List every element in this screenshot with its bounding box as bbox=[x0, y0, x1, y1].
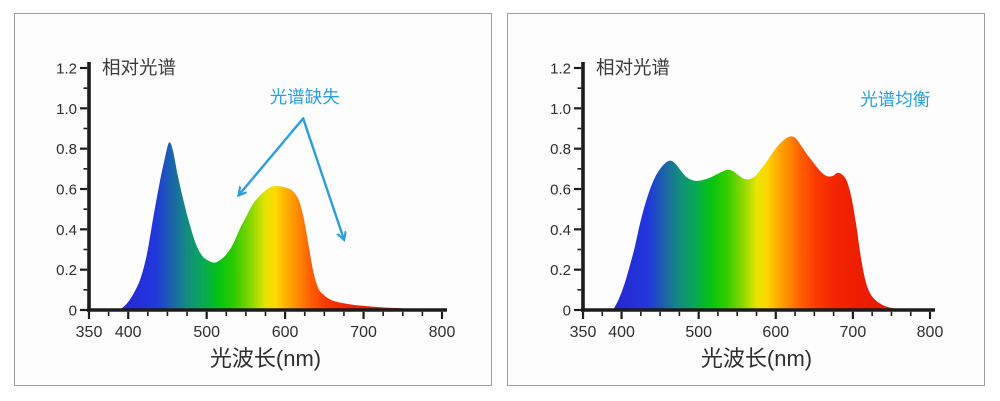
annotation: 光谱缺失 bbox=[239, 87, 344, 239]
annotation-arrow bbox=[239, 117, 305, 195]
annotation-label: 光谱均衡 bbox=[860, 89, 930, 109]
annotation-arrow bbox=[301, 117, 344, 239]
y-tick-label: 0.8 bbox=[550, 141, 571, 158]
x-tick-label: 500 bbox=[685, 324, 712, 341]
axes bbox=[87, 62, 447, 312]
y-tick-label: 0.6 bbox=[56, 182, 77, 199]
x-axis-ticks: 350 400 500 600 700 800 bbox=[570, 311, 944, 341]
x-axis-label: 光波长(nm) bbox=[210, 346, 321, 371]
x-tick-label: 350 bbox=[76, 324, 103, 341]
spectrum-chart-missing: 350 400 500 600 700 800 0 0.2 0.4 0.6 0.8 1.0 1.2 相对光… bbox=[56, 57, 456, 371]
y-tick-label: 1.0 bbox=[550, 101, 571, 118]
y-tick-label: 1.2 bbox=[550, 61, 571, 78]
y-tick-label: 0.2 bbox=[56, 262, 77, 279]
y-tick-label: 0 bbox=[563, 303, 571, 320]
y-tick-label: 0.6 bbox=[550, 182, 571, 199]
x-tick-label: 800 bbox=[917, 324, 944, 341]
y-tick-label: 0.8 bbox=[56, 141, 77, 158]
y-tick-label: 1.0 bbox=[56, 101, 77, 118]
spectrum-area bbox=[116, 142, 441, 310]
y-axis-ticks: 0 0.2 0.4 0.6 0.8 1.0 1.2 bbox=[550, 61, 582, 320]
panel-spectrum-balanced: 350 400 500 600 700 800 0 0.2 0.4 0.6 0.8 1.0 1.2 相对光… bbox=[507, 13, 985, 386]
x-axis-ticks: 350 400 500 600 700 800 bbox=[76, 311, 456, 341]
y-tick-label: 0 bbox=[69, 303, 77, 320]
x-axis-label: 光波长(nm) bbox=[701, 346, 812, 371]
x-tick-label: 600 bbox=[272, 324, 299, 341]
y-tick-label: 0.4 bbox=[550, 222, 571, 239]
x-tick-label: 700 bbox=[350, 324, 377, 341]
x-tick-label: 400 bbox=[115, 324, 142, 341]
x-tick-label: 400 bbox=[608, 324, 635, 341]
axes bbox=[581, 62, 935, 312]
y-tick-label: 0.2 bbox=[550, 262, 571, 279]
x-tick-label: 350 bbox=[570, 324, 597, 341]
spectrum-area bbox=[613, 136, 914, 310]
chart-title: 相对光谱 bbox=[596, 57, 670, 78]
x-tick-label: 700 bbox=[840, 324, 867, 341]
annotation-label: 光谱缺失 bbox=[270, 87, 340, 107]
panel-spectrum-missing: 350 400 500 600 700 800 0 0.2 0.4 0.6 0.8 1.0 1.2 相对光… bbox=[14, 13, 492, 386]
annotation: 光谱均衡 bbox=[860, 89, 930, 109]
x-tick-label: 600 bbox=[762, 324, 789, 341]
y-tick-label: 1.2 bbox=[56, 61, 77, 78]
x-tick-label: 800 bbox=[429, 324, 456, 341]
spectrum-chart-balanced: 350 400 500 600 700 800 0 0.2 0.4 0.6 0.8 1.0 1.2 相对光… bbox=[550, 57, 944, 371]
chart-title: 相对光谱 bbox=[102, 57, 176, 78]
y-axis-ticks: 0 0.2 0.4 0.6 0.8 1.0 1.2 bbox=[56, 61, 88, 320]
y-tick-label: 0.4 bbox=[56, 222, 77, 239]
x-tick-label: 500 bbox=[193, 324, 220, 341]
